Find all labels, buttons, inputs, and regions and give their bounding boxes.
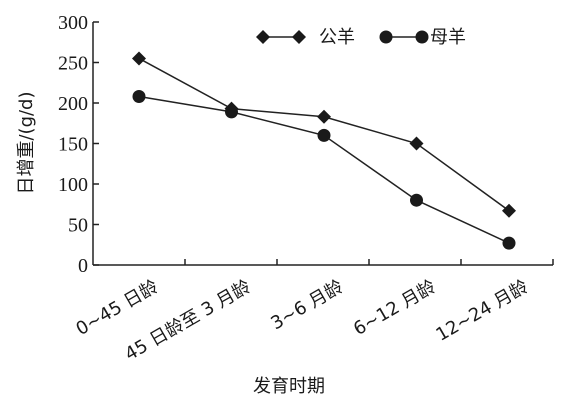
series-1	[132, 51, 516, 218]
series-2-point-5	[502, 236, 516, 250]
series-2-point-1	[132, 90, 146, 104]
legend-marker-1-a	[256, 30, 270, 44]
series-2-point-3	[317, 128, 331, 142]
series-1-point-5	[502, 203, 516, 218]
legend-marker-2-b	[415, 30, 429, 44]
y-tick-label-200: 200	[58, 93, 88, 115]
y-axis-title: 日增重/(g/d)	[16, 91, 37, 194]
y-tick-label-300: 300	[58, 12, 88, 34]
chart-axes	[92, 22, 553, 266]
y-tick-label-250: 250	[58, 53, 88, 75]
x-category-label-4: 6~12 月龄	[350, 276, 439, 340]
y-tick-label-50: 50	[68, 215, 88, 237]
legend-label-1: 公羊	[319, 27, 355, 48]
legend-marker-2-a	[379, 30, 393, 44]
x-category-label-5: 12~24 月龄	[433, 276, 532, 345]
series-2-point-2	[225, 105, 238, 119]
chart-legend: 公羊 母羊	[256, 27, 466, 48]
legend-marker-1-b	[292, 30, 306, 44]
series-1-point-1	[132, 51, 146, 66]
x-category-label-3: 3~6 月龄	[267, 276, 347, 334]
y-axis-ticks: 0 50 100 150 200 250 300	[58, 12, 99, 277]
y-tick-label-0: 0	[78, 255, 88, 277]
y-tick-label-100: 100	[58, 174, 88, 196]
series-1-point-4	[409, 136, 424, 151]
x-axis-title: 发育时期	[253, 376, 325, 397]
series-1-point-3	[317, 109, 331, 124]
series-2	[132, 90, 516, 250]
series-2-point-4	[410, 193, 423, 207]
legend-label-2: 母羊	[430, 27, 466, 48]
y-tick-label-150: 150	[58, 134, 88, 156]
chart-series	[132, 51, 516, 250]
